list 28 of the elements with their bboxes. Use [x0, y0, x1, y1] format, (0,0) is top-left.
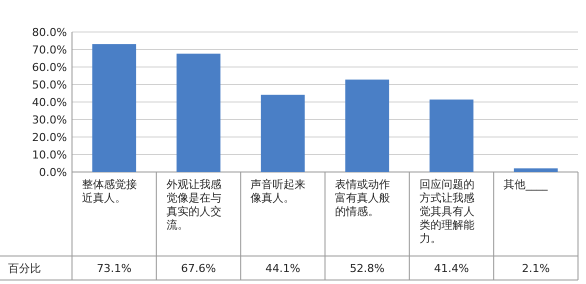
y-tick-label: 0.0%: [39, 166, 67, 179]
bar: [345, 80, 390, 172]
x-tick-label: 其他____: [504, 178, 548, 191]
y-tick-label: 80.0%: [32, 26, 67, 39]
y-tick-label: 30.0%: [32, 114, 67, 126]
y-tick-label: 10.0%: [32, 148, 67, 162]
data-label: 2.1%: [522, 262, 550, 275]
x-tick-label: 声音听起来像真人。: [250, 178, 306, 204]
y-tick-label: 60.0%: [32, 61, 67, 74]
bar: [514, 168, 558, 172]
bar: [260, 94, 305, 172]
x-tick-label: 表情或动作富有真人般的情感。: [335, 178, 390, 218]
data-label: 67.6%: [181, 262, 216, 275]
y-tick-label: 20.0%: [32, 131, 67, 144]
bar: [92, 44, 136, 172]
bar: [430, 100, 474, 172]
y-tick-label: 40.0%: [32, 96, 67, 109]
data-label: 52.8%: [350, 262, 385, 275]
x-tick-label: 回应问题的方式让我感觉其具有人类的理解能力。: [419, 178, 474, 245]
text: 百分比: [8, 262, 41, 275]
y-tick-label: 70.0%: [32, 44, 67, 56]
data-label: 73.1%: [96, 262, 132, 275]
bar: [176, 54, 220, 172]
y-tick-label: 50.0%: [32, 78, 67, 92]
data-label: 44.1%: [265, 262, 300, 275]
x-tick-label: 整体感觉接近真人。: [82, 178, 137, 204]
data-label: 41.4%: [434, 262, 469, 275]
x-tick-label: 外观让我感觉像是在与真实的人交流。: [166, 178, 222, 232]
